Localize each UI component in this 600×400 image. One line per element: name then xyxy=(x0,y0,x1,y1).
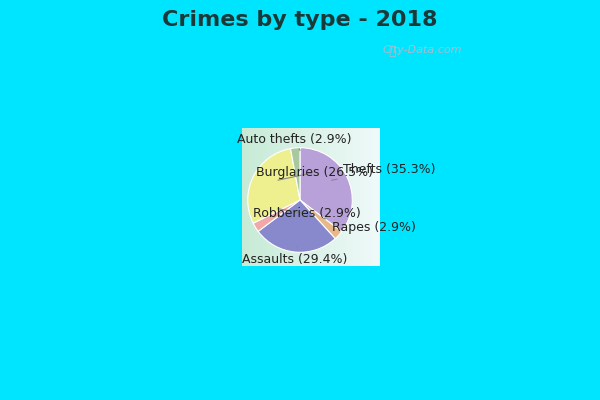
Wedge shape xyxy=(300,200,341,239)
Text: Thefts (35.3%): Thefts (35.3%) xyxy=(332,163,435,180)
Wedge shape xyxy=(248,148,300,223)
Wedge shape xyxy=(300,148,352,232)
Text: ⓘ: ⓘ xyxy=(389,45,397,58)
Text: City-Data.com: City-Data.com xyxy=(382,45,461,55)
Wedge shape xyxy=(253,200,300,231)
Text: Rapes (2.9%): Rapes (2.9%) xyxy=(323,218,416,234)
Text: Burglaries (26.5%): Burglaries (26.5%) xyxy=(256,166,373,180)
Text: Crimes by type - 2018: Crimes by type - 2018 xyxy=(162,10,438,30)
Text: Auto thefts (2.9%): Auto thefts (2.9%) xyxy=(237,133,352,150)
Wedge shape xyxy=(290,148,300,200)
Text: Assaults (29.4%): Assaults (29.4%) xyxy=(242,247,347,266)
Text: Robberies (2.9%): Robberies (2.9%) xyxy=(253,207,361,220)
Wedge shape xyxy=(258,200,335,252)
